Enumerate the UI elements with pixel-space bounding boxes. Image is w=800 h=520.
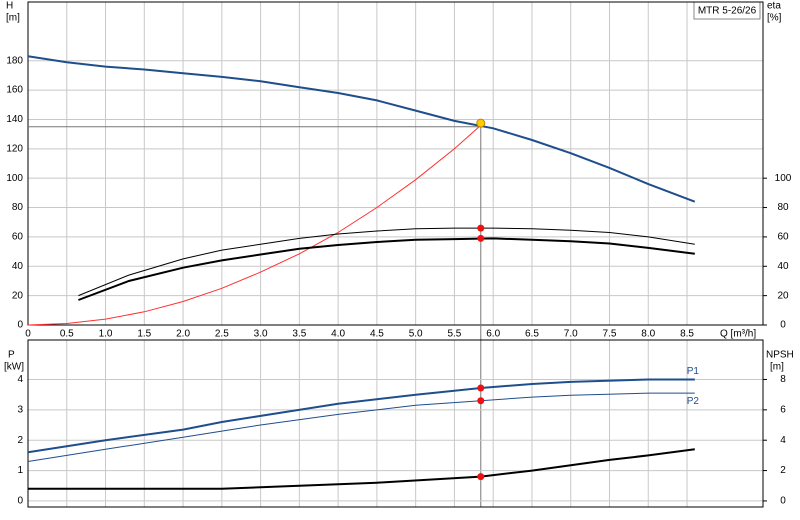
y-unit: [kW] — [4, 362, 24, 373]
y2-tick-label: 20 — [777, 290, 789, 301]
y2-tick-label: 4 — [780, 435, 786, 446]
y-label: P — [8, 350, 15, 361]
x-tick-label: 6.0 — [486, 329, 500, 340]
x-label: Q [m³/h] — [720, 329, 756, 340]
chart-title: MTR 5-26/26 — [698, 6, 757, 17]
curve — [28, 448, 695, 490]
curve — [78, 237, 695, 301]
x-tick-label: 3.5 — [292, 329, 306, 340]
y-tick-label: 0 — [17, 320, 23, 331]
y2-label: eta — [767, 1, 781, 12]
legend-label: P2 — [687, 396, 700, 407]
x-tick-label: 5.0 — [409, 329, 423, 340]
operating-point — [477, 473, 485, 481]
operating-point — [477, 234, 485, 242]
curve — [78, 227, 695, 297]
plot-frame — [27, 1, 764, 326]
x-tick-label: 7.0 — [564, 329, 578, 340]
x-tick-label: 0 — [25, 329, 31, 340]
y-tick-label: 80 — [12, 202, 24, 213]
y2-tick-label: 40 — [777, 261, 789, 272]
x-tick-label: 2.0 — [176, 329, 190, 340]
y-tick-label: 140 — [6, 114, 23, 125]
plot-frame — [27, 339, 764, 508]
curve — [27, 55, 696, 203]
x-tick-label: 4.5 — [370, 329, 384, 340]
y2-tick-label: 80 — [777, 202, 789, 213]
y2-tick-label: 8 — [780, 374, 786, 385]
y-unit: [m] — [6, 13, 20, 24]
curve — [27, 378, 695, 454]
y2-tick-label: 6 — [780, 404, 786, 415]
operating-point — [477, 397, 485, 405]
x-tick-label: 8.0 — [641, 329, 655, 340]
y-tick-label: 3 — [17, 404, 23, 415]
y-tick-label: 60 — [12, 232, 24, 243]
curve — [27, 124, 482, 326]
y2-tick-label: 2 — [780, 465, 786, 476]
x-tick-label: 4.0 — [331, 329, 345, 340]
y2-tick-label: 60 — [777, 232, 789, 243]
y-tick-label: 2 — [17, 435, 23, 446]
y2-unit: [m] — [770, 362, 784, 373]
y-tick-label: 4 — [17, 374, 23, 385]
x-tick-label: 1.0 — [99, 329, 113, 340]
x-tick-label: 1.5 — [137, 329, 151, 340]
x-tick-label: 5.5 — [447, 329, 461, 340]
x-tick-label: 8.5 — [680, 329, 694, 340]
x-tick-label: 2.5 — [215, 329, 229, 340]
x-tick-label: 0.5 — [60, 329, 74, 340]
y-tick-label: 1 — [17, 465, 23, 476]
y-tick-label: 120 — [6, 143, 23, 154]
y2-label: NPSH — [766, 350, 794, 361]
y2-tick-label: 0 — [780, 320, 786, 331]
y-tick-label: 20 — [12, 290, 24, 301]
y-label: H — [6, 1, 13, 12]
x-tick-label: 6.5 — [525, 329, 539, 340]
operating-point — [477, 224, 485, 232]
operating-point — [477, 384, 485, 392]
y2-tick-label: 100 — [775, 173, 792, 184]
duty-point — [476, 118, 486, 128]
y-tick-label: 100 — [6, 173, 23, 184]
y-tick-label: 0 — [17, 496, 23, 507]
y2-tick-label: 0 — [780, 496, 786, 507]
curve — [27, 392, 695, 462]
x-tick-label: 7.5 — [603, 329, 617, 340]
y-tick-label: 180 — [6, 55, 23, 66]
legend-label: P1 — [687, 366, 700, 377]
y-tick-label: 40 — [12, 261, 24, 272]
y2-unit: [%] — [767, 13, 782, 24]
y-tick-label: 160 — [6, 85, 23, 96]
x-tick-label: 3.0 — [254, 329, 268, 340]
